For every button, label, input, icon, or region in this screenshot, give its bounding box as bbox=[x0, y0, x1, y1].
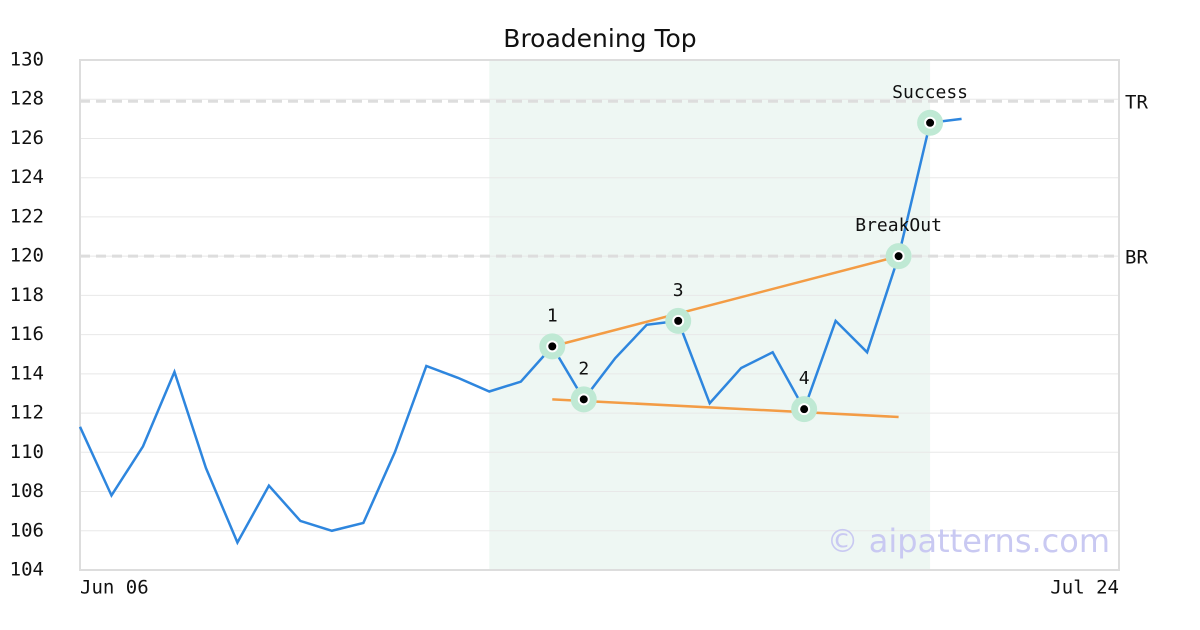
pivot-point bbox=[798, 403, 811, 416]
y-tick-label: 120 bbox=[10, 245, 44, 267]
pivot-label: 2 bbox=[578, 358, 589, 379]
y-tick-label: 110 bbox=[10, 441, 44, 463]
x-tick-label: Jun 06 bbox=[80, 577, 149, 599]
y-tick-label: 106 bbox=[10, 519, 44, 541]
y-tick-label: 112 bbox=[10, 402, 44, 424]
pivot-label: 4 bbox=[799, 368, 810, 389]
pivot-label: 1 bbox=[547, 305, 558, 326]
pivot-label: BreakOut bbox=[855, 215, 942, 236]
y-tick-label: 124 bbox=[10, 166, 44, 188]
pivot-point bbox=[577, 393, 590, 406]
y-tick-label: 118 bbox=[10, 284, 44, 306]
chart-title: Broadening Top bbox=[503, 24, 696, 53]
price-line bbox=[78, 117, 962, 546]
y-tick-label: 122 bbox=[10, 205, 44, 227]
watermark: © aipatterns.com bbox=[827, 522, 1110, 560]
reference-label: TR bbox=[1125, 92, 1148, 114]
y-tick-label: 108 bbox=[10, 480, 44, 502]
pivot-point bbox=[672, 314, 685, 327]
trendline bbox=[551, 254, 899, 348]
y-tick-label: 128 bbox=[10, 88, 44, 110]
y-tick-label: 116 bbox=[10, 323, 44, 345]
y-tick-label: 104 bbox=[10, 559, 44, 581]
pivot-point bbox=[924, 116, 937, 129]
trendline bbox=[552, 398, 899, 419]
y-tick-label: 114 bbox=[10, 362, 44, 384]
pivot-point bbox=[546, 340, 559, 353]
y-tick-label: 130 bbox=[10, 49, 44, 71]
reference-label: BR bbox=[1125, 247, 1148, 269]
pattern-region bbox=[489, 60, 931, 570]
plot-border bbox=[79, 59, 1120, 571]
y-tick-label: 126 bbox=[10, 127, 44, 149]
pivot-label: Success bbox=[892, 82, 968, 103]
x-tick-label: Jul 24 bbox=[1050, 577, 1119, 599]
pivot-point bbox=[892, 250, 905, 263]
pivot-label: 3 bbox=[673, 280, 684, 301]
